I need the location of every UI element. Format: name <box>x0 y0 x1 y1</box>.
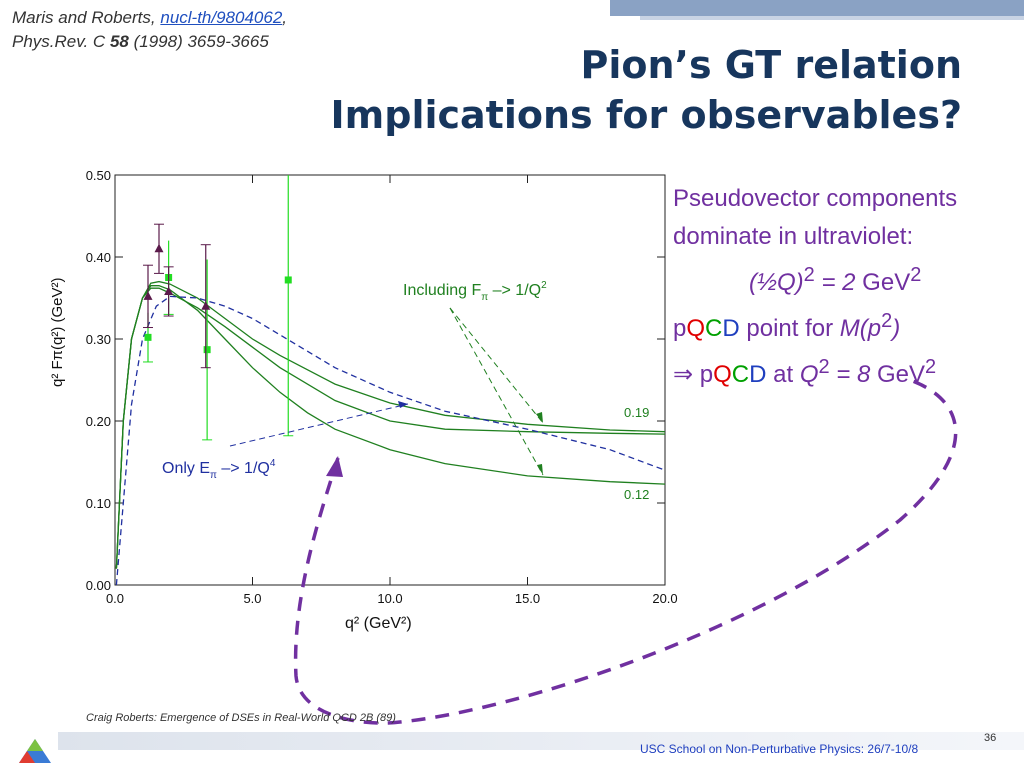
y-tick-label: 0.50 <box>86 168 111 183</box>
label-0-19: 0.19 <box>624 405 649 420</box>
data-points <box>143 175 294 441</box>
arrow-including-2 <box>449 307 544 476</box>
data-point-green <box>203 346 211 354</box>
side-line-4: pQCD point for M(p2) <box>673 310 901 342</box>
x-tick-label: 15.0 <box>515 591 540 606</box>
x-tick-label: 10.0 <box>377 591 402 606</box>
x-tick-label: 0.0 <box>106 591 124 606</box>
series-line-2 <box>115 285 666 569</box>
label-0-12: 0.12 <box>624 487 649 502</box>
y-tick-label: 0.00 <box>86 578 111 593</box>
y-tick-label: 0.30 <box>86 332 111 347</box>
footer-bar <box>58 732 1024 750</box>
y-tick-label: 0.20 <box>86 414 111 429</box>
curves <box>115 280 666 586</box>
series-line-1 <box>115 280 666 569</box>
top-decoration-bar <box>610 0 1024 16</box>
y-axis-label: q² Fπ(q²) (GeV²) <box>49 277 66 387</box>
data-point-purple <box>143 291 153 300</box>
series-line-4 <box>115 295 666 586</box>
title-line-2: Implications for observables? <box>330 93 962 137</box>
title-line-1: Pion’s GT relation <box>580 43 962 87</box>
citation-authors: Maris and Roberts, <box>12 8 156 27</box>
slide-title: Pion’s GT relation Implications for obse… <box>331 40 962 140</box>
side-line-1: Pseudovector components <box>673 185 958 212</box>
y-tick-label: 0.40 <box>86 250 111 265</box>
page-number: 36 <box>984 732 997 744</box>
citation-journal: Phys.Rev. C <box>12 32 106 51</box>
lab-logo-icon <box>19 739 51 763</box>
data-point-green <box>284 276 292 284</box>
footer-credit: Craig Roberts: Emergence of DSEs in Real… <box>86 712 396 724</box>
arrowhead-including-1 <box>536 412 543 423</box>
plot-frame <box>114 174 666 586</box>
data-point-green <box>144 333 152 341</box>
arrowhead-including-2 <box>537 464 543 475</box>
top-decoration-bar-light <box>640 16 1024 20</box>
y-tick-label: 0.10 <box>86 496 111 511</box>
citation-volume: 58 <box>109 32 129 51</box>
side-line-5: ⇒ pQCD at Q2 = 8 GeV2 <box>673 356 937 388</box>
citation-pages: (1998) 3659-3665 <box>133 32 269 51</box>
x-axis-label: q² (GeV²) <box>345 615 412 632</box>
footer-school: USC School on Non-Perturbative Physics: … <box>640 742 919 756</box>
x-tick-label: 5.0 <box>243 591 261 606</box>
arrow-only <box>229 403 409 447</box>
arxiv-link[interactable]: nucl-th/9804062 <box>160 8 283 27</box>
arrow-including-1 <box>449 307 544 424</box>
pion-form-factor-chart: 0.0 5.0 10.0 15.0 20.0 0.00 0.10 0.20 0.30 0.40 0.… <box>49 168 678 632</box>
x-tick-label: 20.0 <box>652 591 677 606</box>
side-line-2: dominate in ultraviolet: <box>673 223 914 250</box>
annotation-including: Including Fπ –> 1/Q2 <box>403 280 547 303</box>
data-point-purple <box>201 301 211 310</box>
data-point-purple <box>164 286 174 295</box>
side-text: Pseudovector components dominate in ultr… <box>673 180 1018 394</box>
axis-ticks: 0.0 5.0 10.0 15.0 20.0 0.00 0.10 0.20 0.30 0.40 0.… <box>86 168 678 606</box>
citation: Maris and Roberts, nucl-th/9804062, Phys… <box>12 8 288 51</box>
annotation-only: Only Eπ –> 1/Q4 <box>162 458 276 481</box>
data-point-purple <box>154 243 164 253</box>
side-line-3: (½Q)2 = 2 GeV2 <box>749 264 922 296</box>
